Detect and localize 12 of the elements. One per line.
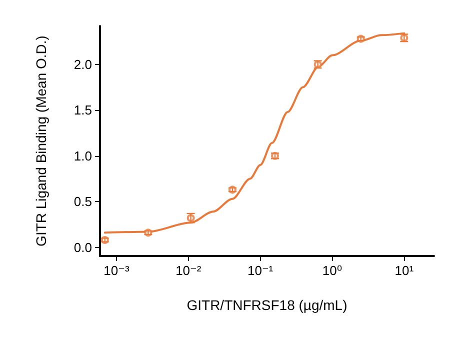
y-axis-title: GITR Ligand Binding (Mean O.D.) bbox=[33, 36, 49, 246]
y-tick-label: 2.0 bbox=[74, 56, 92, 72]
y-tick-label: 0.5 bbox=[74, 194, 92, 210]
x-tick-label: 10⁻² bbox=[176, 263, 202, 278]
x-tick-label: 10⁻¹ bbox=[247, 263, 274, 278]
x-tick-label: 10⁰ bbox=[322, 263, 342, 278]
x-tick-label: 10¹ bbox=[394, 263, 414, 278]
y-tick-label: 1.0 bbox=[74, 148, 92, 164]
x-axis-title: GITR/TNFRSF18 (µg/mL) bbox=[186, 297, 348, 313]
y-tick-label: 1.5 bbox=[74, 102, 92, 118]
x-tick-label: 10⁻³ bbox=[104, 263, 130, 278]
y-tick-label: 0.0 bbox=[74, 240, 92, 255]
